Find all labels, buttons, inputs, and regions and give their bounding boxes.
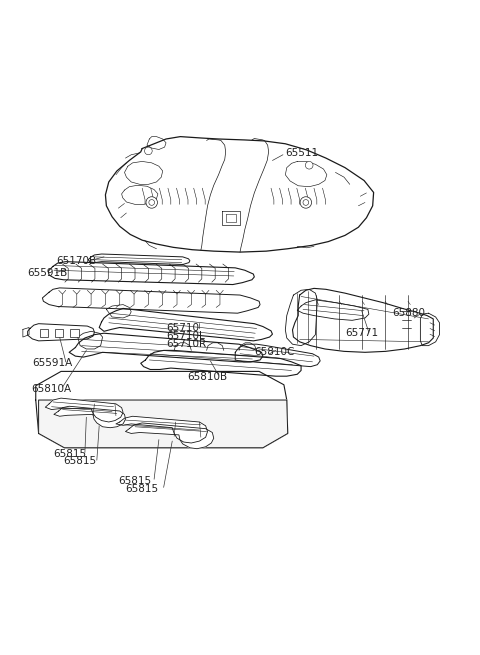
Text: 65810A: 65810A [31,384,71,394]
Polygon shape [45,398,123,422]
Text: 65771: 65771 [345,328,378,338]
Circle shape [305,161,313,169]
Text: 65511: 65511 [285,148,318,159]
Polygon shape [141,350,301,376]
Polygon shape [222,210,240,225]
Text: 65710L: 65710L [166,331,205,341]
Polygon shape [292,288,433,352]
Text: 65591A: 65591A [33,358,72,368]
Polygon shape [116,417,207,443]
Text: 65815: 65815 [63,456,96,466]
Polygon shape [285,290,317,346]
Polygon shape [23,328,29,337]
Text: 65591B: 65591B [28,268,68,278]
Text: 65815: 65815 [125,484,158,494]
Bar [70,329,79,337]
Polygon shape [36,371,288,448]
Polygon shape [99,309,273,341]
Polygon shape [107,305,131,318]
Polygon shape [48,261,254,284]
Text: 65815: 65815 [118,476,151,486]
Text: 65170B: 65170B [56,255,96,266]
Bar [55,329,63,337]
Circle shape [144,147,152,155]
Polygon shape [42,288,260,313]
Polygon shape [28,324,95,341]
Circle shape [300,196,312,208]
Polygon shape [69,333,263,362]
Text: 65815: 65815 [53,449,86,459]
Polygon shape [78,331,103,349]
Text: 65880: 65880 [393,309,426,318]
Text: 65810C: 65810C [254,347,295,358]
Polygon shape [297,300,369,320]
Polygon shape [420,313,440,346]
Bar [39,329,48,337]
Text: 65710R: 65710R [166,339,206,348]
Circle shape [149,200,155,205]
Polygon shape [54,406,125,428]
Polygon shape [88,254,190,265]
Polygon shape [38,400,288,448]
Polygon shape [125,423,214,449]
Circle shape [303,200,309,205]
Polygon shape [106,137,373,252]
Circle shape [146,196,157,208]
Text: 65810B: 65810B [188,371,228,382]
Text: 65710: 65710 [166,324,199,333]
Polygon shape [235,345,320,367]
